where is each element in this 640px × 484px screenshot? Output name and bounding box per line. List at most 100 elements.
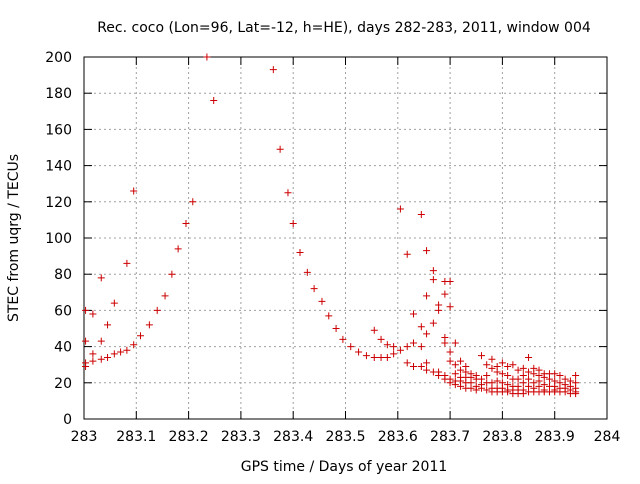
data-point <box>145 321 153 329</box>
data-point <box>446 379 454 387</box>
data-point <box>477 352 485 360</box>
data-point <box>289 220 297 228</box>
data-point <box>514 366 522 374</box>
data-point <box>488 355 496 363</box>
data-point <box>130 187 138 195</box>
data-point <box>89 357 97 365</box>
data-point <box>446 303 454 311</box>
data-point <box>269 66 277 74</box>
data-point <box>530 370 538 378</box>
data-point <box>303 268 311 276</box>
data-point <box>110 350 118 358</box>
data-point <box>483 361 491 369</box>
data-point <box>423 359 431 367</box>
data-point <box>519 364 527 372</box>
data-point <box>514 375 522 383</box>
data-point <box>161 292 169 300</box>
data-point <box>451 361 459 369</box>
y-tick-label: 100 <box>45 231 72 247</box>
data-point <box>123 259 131 267</box>
data-point <box>339 335 347 343</box>
y-tick-label: 40 <box>54 340 72 356</box>
data-point <box>182 220 190 228</box>
data-point <box>572 372 580 380</box>
data-point <box>451 381 459 389</box>
data-point <box>82 306 90 314</box>
y-tick-label: 140 <box>45 159 72 175</box>
data-point <box>403 250 411 258</box>
data-point <box>498 359 506 367</box>
y-tick-label: 160 <box>45 122 72 138</box>
data-point <box>572 390 580 398</box>
data-point <box>97 355 105 363</box>
x-tick-label: 283.1 <box>116 429 156 445</box>
data-point <box>82 337 90 345</box>
data-point <box>457 366 465 374</box>
data-point <box>347 343 355 351</box>
data-point <box>383 341 391 349</box>
data-point <box>203 53 211 61</box>
x-tick-label: 283.8 <box>482 429 522 445</box>
x-tick-label: 283 <box>71 429 98 445</box>
data-point <box>423 330 431 338</box>
data-point <box>429 319 437 327</box>
x-tick-label: 283.3 <box>221 429 261 445</box>
data-point <box>429 276 437 284</box>
data-point <box>525 375 533 383</box>
data-point <box>403 343 411 351</box>
data-point <box>493 368 501 376</box>
data-point <box>423 247 431 255</box>
data-point <box>441 339 449 347</box>
x-tick-label: 283.2 <box>169 429 209 445</box>
data-point <box>417 210 425 218</box>
x-tick-label: 283.9 <box>535 429 575 445</box>
y-tick-label: 200 <box>45 50 72 66</box>
data-point <box>409 363 417 371</box>
data-point <box>377 353 385 361</box>
y-tick-label: 0 <box>63 412 72 428</box>
x-tick-label: 283.7 <box>430 429 470 445</box>
data-point <box>423 366 431 374</box>
data-point <box>423 292 431 300</box>
y-tick-label: 60 <box>54 303 72 319</box>
data-point <box>540 373 548 381</box>
y-tick-label: 180 <box>45 86 72 102</box>
data-point <box>417 363 425 371</box>
x-axis-label: GPS time / Days of year 2011 <box>241 459 448 475</box>
data-point <box>370 353 378 361</box>
data-point <box>89 310 97 318</box>
data-point <box>519 390 527 398</box>
data-point <box>446 277 454 285</box>
data-point <box>355 348 363 356</box>
data-point <box>104 321 112 329</box>
data-point <box>545 375 553 383</box>
data-point <box>168 270 176 278</box>
data-point <box>409 339 417 347</box>
data-point <box>435 372 443 380</box>
x-tick-label: 283.6 <box>378 429 418 445</box>
data-point <box>284 189 292 197</box>
data-point <box>189 198 197 206</box>
chart-title: Rec. coco (Lon=96, Lat=-12, h=HE), days … <box>97 20 591 36</box>
data-point <box>467 384 475 392</box>
data-point <box>117 348 125 356</box>
x-tick-label: 284 <box>594 429 621 445</box>
data-point <box>525 368 533 376</box>
point-layer <box>82 53 580 398</box>
y-tick-label: 80 <box>54 267 72 283</box>
data-point <box>457 357 465 365</box>
data-point <box>362 352 370 360</box>
data-point <box>409 310 417 318</box>
data-point <box>498 370 506 378</box>
data-point <box>383 353 391 361</box>
y-axis-label: STEC from uqrg / TECUs <box>6 154 22 322</box>
data-point <box>446 348 454 356</box>
data-point <box>504 388 512 396</box>
data-point <box>561 388 569 396</box>
data-point <box>417 343 425 351</box>
x-tick-label: 283.5 <box>325 429 365 445</box>
data-point <box>417 323 425 331</box>
data-point <box>325 312 333 320</box>
